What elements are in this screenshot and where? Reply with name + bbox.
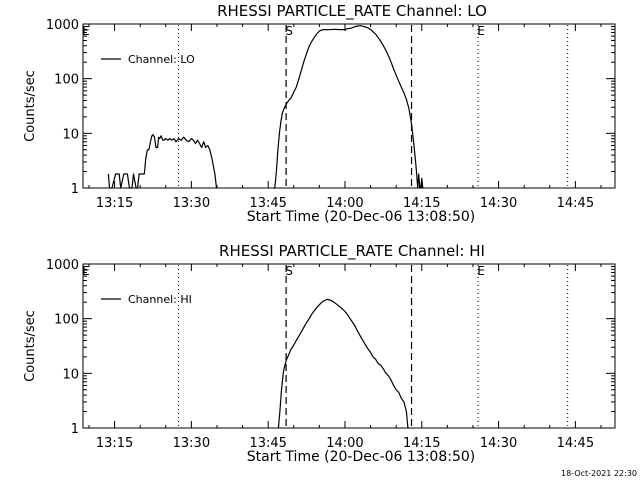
event-marker-label: E [82, 24, 90, 38]
x-tick-label: 13:30 [173, 436, 210, 451]
y-tick-label: 1 [71, 422, 79, 437]
event-marker-label: S [285, 264, 293, 278]
event-marker-label: E [477, 264, 485, 278]
y-axis-label: Counts/sec [23, 70, 38, 142]
plot-frame [82, 23, 616, 189]
x-tick-label: 13:15 [96, 436, 133, 451]
chart-title: RHESSI PARTICLE_RATE Channel: LO [217, 2, 487, 21]
x-tick-label: 14:30 [480, 196, 517, 211]
x-axis-label: Start Time (20-Dec-06 13:08:50) [247, 449, 475, 465]
event-marker-label: E [82, 264, 90, 278]
series-line-segment [277, 298, 409, 429]
x-tick-label: 14:45 [557, 436, 594, 451]
x-tick-label: 14:15 [403, 196, 440, 211]
legend-label: Channel: LO [128, 53, 195, 66]
x-tick-label: 14:30 [480, 436, 517, 451]
y-tick-label: 10 [62, 367, 79, 382]
y-tick-label: 1 [71, 182, 79, 197]
chart-title: RHESSI PARTICLE_RATE Channel: HI [219, 242, 485, 261]
chart-panel-hi: RHESSI PARTICLE_RATE Channel: HI 1 10 100 10… [23, 242, 616, 465]
series-line-segment [273, 25, 424, 189]
x-tick-label: 13:45 [249, 196, 286, 211]
y-tick-label: 1000 [46, 18, 79, 33]
x-tick-label: 13:45 [249, 436, 286, 451]
x-tick-label: 13:15 [96, 196, 133, 211]
event-marker-label: S [285, 24, 293, 38]
series-line-segment [107, 134, 218, 189]
plot-frame [82, 263, 616, 429]
event-marker-label: E [477, 24, 485, 38]
y-axis-label: Counts/sec [23, 310, 38, 382]
chart-panel-lo: RHESSI PARTICLE_RATE Channel: LO 1 10 100 10… [23, 2, 616, 225]
x-tick-label: 14:00 [326, 436, 363, 451]
x-tick-label: 14:00 [326, 196, 363, 211]
y-tick-label: 100 [54, 313, 79, 328]
x-axis-label: Start Time (20-Dec-06 13:08:50) [247, 209, 475, 225]
x-tick-label: 14:45 [557, 196, 594, 211]
y-tick-label: 100 [54, 73, 79, 88]
y-tick-label: 10 [62, 127, 79, 142]
legend-label: Channel: HI [128, 293, 192, 306]
footer-timestamp: 18-Oct-2021 22:30 [561, 469, 637, 478]
x-tick-label: 13:30 [173, 196, 210, 211]
x-tick-label: 14:15 [403, 436, 440, 451]
y-tick-label: 1000 [46, 258, 79, 273]
